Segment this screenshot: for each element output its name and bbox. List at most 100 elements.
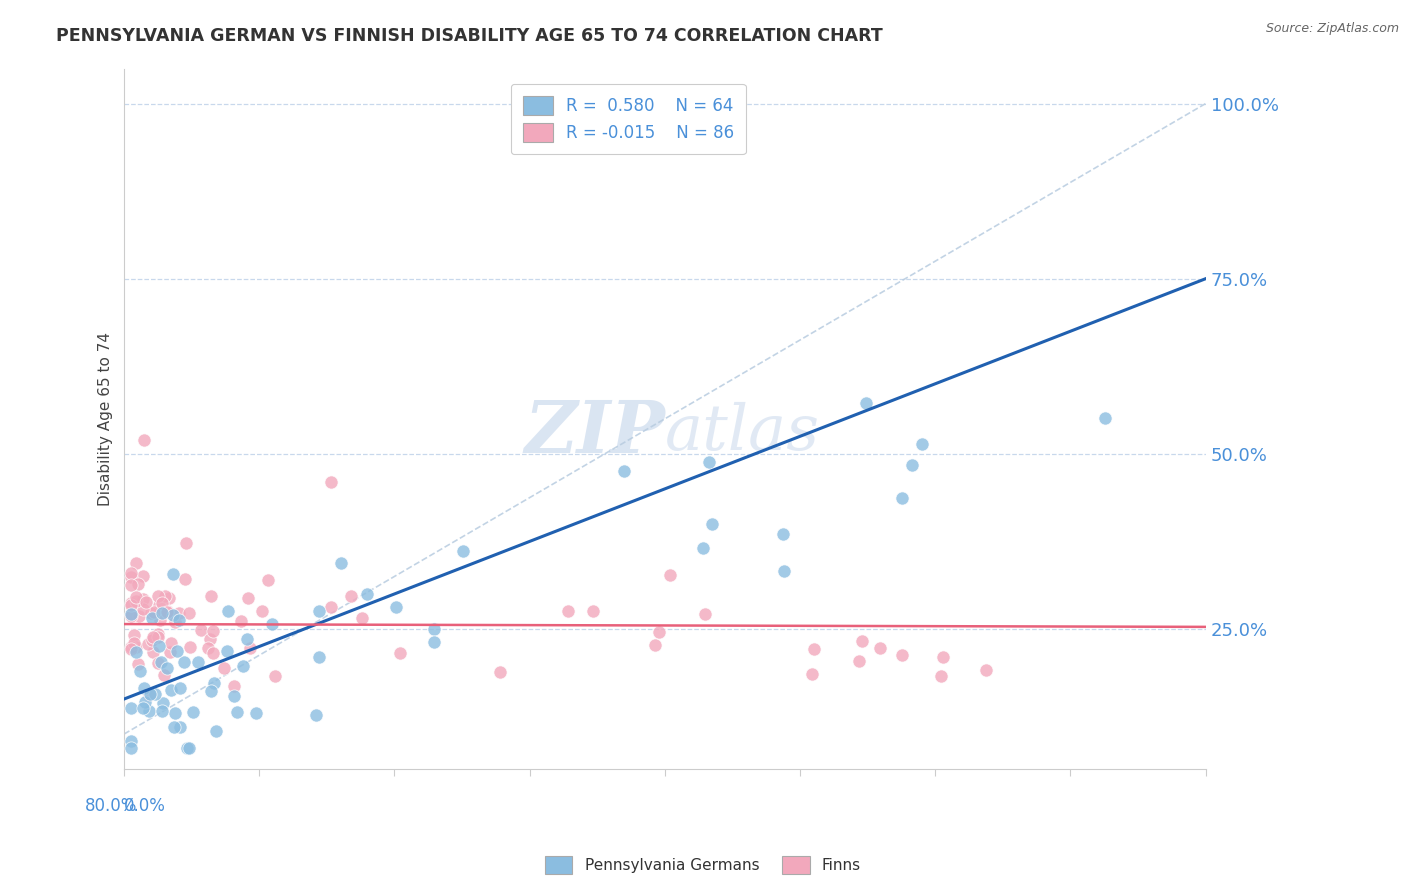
Point xyxy=(177,741,200,756)
Point xyxy=(146,627,169,641)
Point xyxy=(150,607,173,621)
Point xyxy=(125,556,148,570)
Point xyxy=(187,655,209,669)
Point xyxy=(200,589,222,603)
Point xyxy=(848,654,870,668)
Point xyxy=(120,741,142,756)
Point xyxy=(222,679,245,693)
Point xyxy=(150,655,173,669)
Point xyxy=(229,615,252,629)
Point xyxy=(613,464,636,478)
Point xyxy=(167,613,190,627)
Point xyxy=(772,526,794,541)
Point xyxy=(125,590,148,604)
Point xyxy=(384,599,406,614)
Text: atlas: atlas xyxy=(665,402,820,464)
Point xyxy=(138,688,160,702)
Point xyxy=(142,632,165,646)
Text: 0.0%: 0.0% xyxy=(124,797,166,815)
Legend: Pennsylvania Germans, Finns: Pennsylvania Germans, Finns xyxy=(538,850,868,880)
Point xyxy=(700,516,723,531)
Point xyxy=(173,655,195,669)
Point xyxy=(489,665,512,679)
Point xyxy=(149,613,172,627)
Point xyxy=(162,567,184,582)
Point xyxy=(167,607,190,621)
Point xyxy=(120,578,142,592)
Point xyxy=(222,689,245,703)
Point xyxy=(197,640,219,655)
Point xyxy=(153,589,176,603)
Point xyxy=(138,704,160,718)
Point xyxy=(132,681,155,695)
Point xyxy=(165,706,187,721)
Point xyxy=(150,596,173,610)
Point xyxy=(319,475,342,489)
Point xyxy=(264,669,287,683)
Point xyxy=(773,565,796,579)
Point xyxy=(120,641,142,656)
Point xyxy=(120,596,142,610)
Point xyxy=(125,640,148,654)
Point xyxy=(125,594,148,608)
Point xyxy=(238,591,260,605)
Point xyxy=(350,611,373,625)
Point xyxy=(120,700,142,714)
Point xyxy=(901,458,924,473)
Point xyxy=(851,633,873,648)
Point xyxy=(150,705,173,719)
Point xyxy=(120,607,142,621)
Point xyxy=(648,624,671,639)
Point xyxy=(1094,411,1116,425)
Point xyxy=(451,543,474,558)
Point xyxy=(217,644,239,658)
Point xyxy=(174,573,197,587)
Point xyxy=(157,591,180,605)
Point xyxy=(159,645,181,659)
Point xyxy=(339,589,361,603)
Point xyxy=(891,491,914,506)
Point xyxy=(120,609,142,624)
Point xyxy=(166,644,188,658)
Point xyxy=(152,696,174,710)
Legend: R =  0.580    N = 64, R = -0.015    N = 86: R = 0.580 N = 64, R = -0.015 N = 86 xyxy=(510,84,745,154)
Point xyxy=(120,607,142,621)
Point xyxy=(139,687,162,701)
Point xyxy=(120,640,142,655)
Point xyxy=(136,636,159,650)
Point xyxy=(160,636,183,650)
Point xyxy=(146,589,169,603)
Point xyxy=(308,650,330,665)
Point xyxy=(697,455,720,469)
Point xyxy=(200,684,222,698)
Point xyxy=(389,646,412,660)
Point xyxy=(803,642,825,657)
Point xyxy=(200,632,222,647)
Point xyxy=(693,607,716,622)
Point xyxy=(156,660,179,674)
Point xyxy=(142,645,165,659)
Point xyxy=(162,607,184,622)
Point xyxy=(148,656,170,670)
Point xyxy=(169,681,191,695)
Point xyxy=(120,566,142,580)
Point xyxy=(239,641,262,656)
Point xyxy=(205,724,228,739)
Point xyxy=(217,604,239,618)
Point xyxy=(129,664,152,678)
Point xyxy=(127,577,149,591)
Point xyxy=(156,605,179,619)
Point xyxy=(890,648,912,662)
Point xyxy=(174,536,197,550)
Text: Source: ZipAtlas.com: Source: ZipAtlas.com xyxy=(1265,22,1399,36)
Y-axis label: Disability Age 65 to 74: Disability Age 65 to 74 xyxy=(98,332,112,506)
Point xyxy=(582,604,605,618)
Point xyxy=(124,628,146,642)
Point xyxy=(124,645,146,659)
Point xyxy=(132,569,155,583)
Point xyxy=(658,567,681,582)
Point xyxy=(120,734,142,748)
Point xyxy=(176,741,198,756)
Point xyxy=(232,658,254,673)
Point xyxy=(120,570,142,584)
